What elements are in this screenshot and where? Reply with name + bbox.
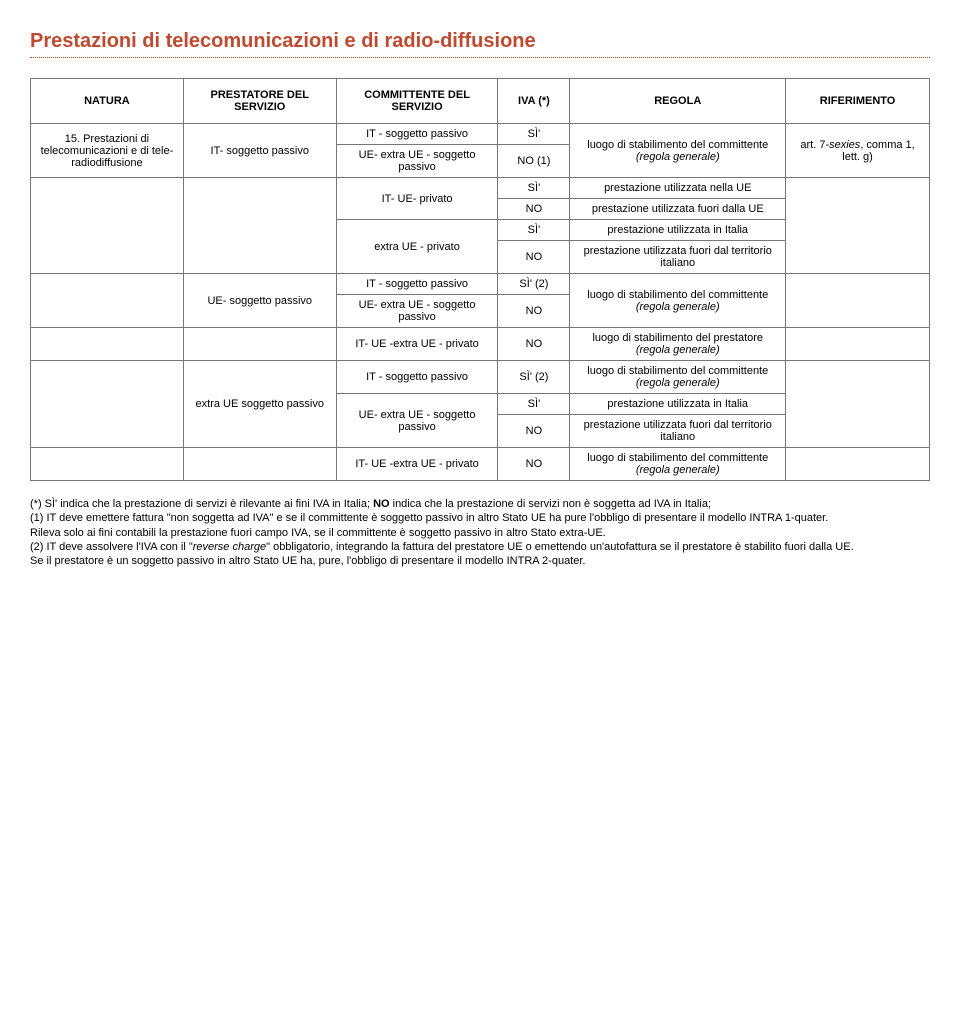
cell-prestatore: extra UE soggetto passivo [183,361,336,448]
cell-committente: IT- UE -extra UE - privato [336,328,498,361]
cell-riferimento [786,361,930,448]
cell-natura [31,361,184,448]
cell-iva: SÌ' [498,394,570,415]
cell-prestatore: UE- soggetto passivo [183,274,336,328]
cell-riferimento [786,328,930,361]
cell-iva: NO [498,199,570,220]
cell-iva: SÌ' (2) [498,361,570,394]
footnote-2b: Se il prestatore è un soggetto passivo i… [30,554,930,568]
cell-riferimento: art. 7-sexies, comma 1, lett. g) [786,124,930,178]
cell-regola: prestazione utilizzata fuori dal territo… [570,415,786,448]
cell-regola: luogo di stabilimento del committente (r… [570,124,786,178]
cell-regola: prestazione utilizzata fuori dalla UE [570,199,786,220]
th-prestatore: PRESTATORE DEL SERVIZIO [183,79,336,124]
cell-committente: extra UE - privato [336,220,498,274]
cell-iva: NO (1) [498,145,570,178]
table-row: extra UE soggetto passivo IT - soggetto … [31,361,930,394]
cell-committente: IT- UE -extra UE - privato [336,448,498,481]
cell-natura: 15. Prestazioni di telecomunicazioni e d… [31,124,184,178]
cell-iva: SÌ' (2) [498,274,570,295]
table-row: UE- soggetto passivo IT - soggetto passi… [31,274,930,295]
table-row: IT- UE- privato SÌ' prestazione utilizza… [31,178,930,199]
cell-iva: SÌ' [498,220,570,241]
cell-natura [31,328,184,361]
cell-iva: NO [498,328,570,361]
th-regola: REGOLA [570,79,786,124]
th-riferimento: RIFERIMENTO [786,79,930,124]
cell-committente: UE- extra UE - soggetto passivo [336,145,498,178]
cell-committente: UE- extra UE - soggetto passivo [336,394,498,448]
footnote-1b: Rileva solo ai fini contabili la prestaz… [30,526,930,540]
cell-iva: SÌ' [498,178,570,199]
cell-iva: SÌ' [498,124,570,145]
cell-regola: prestazione utilizzata in Italia [570,394,786,415]
cell-regola: luogo di stabilimento del committente (r… [570,274,786,328]
cell-prestatore: IT- soggetto passivo [183,124,336,178]
cell-regola: luogo di stabilimento del committente (r… [570,361,786,394]
cell-regola: prestazione utilizzata nella UE [570,178,786,199]
cell-iva: NO [498,415,570,448]
main-table: NATURA PRESTATORE DEL SERVIZIO COMMITTEN… [30,78,930,481]
cell-riferimento [786,448,930,481]
page-title: Prestazioni di telecomunicazioni e di ra… [30,30,930,53]
cell-committente: UE- extra UE - soggetto passivo [336,295,498,328]
th-natura: NATURA [31,79,184,124]
footnotes: (*) SÌ' indica che la prestazione di ser… [30,497,930,568]
cell-prestatore [183,178,336,274]
cell-committente: IT - soggetto passivo [336,361,498,394]
cell-riferimento [786,178,930,274]
table-row: IT- UE -extra UE - privato NO luogo di s… [31,328,930,361]
title-rule [30,57,930,58]
cell-iva: NO [498,448,570,481]
cell-natura [31,274,184,328]
cell-committente: IT - soggetto passivo [336,274,498,295]
cell-natura [31,448,184,481]
cell-regola: prestazione utilizzata fuori dal territo… [570,241,786,274]
cell-regola: prestazione utilizzata in Italia [570,220,786,241]
table-row: IT- UE -extra UE - privato NO luogo di s… [31,448,930,481]
cell-iva: NO [498,295,570,328]
footnote-2a: (2) IT deve assolvere l'IVA con il "reve… [30,540,930,554]
footnote-1a: (1) IT deve emettere fattura "non sogget… [30,511,930,525]
table-header-row: NATURA PRESTATORE DEL SERVIZIO COMMITTEN… [31,79,930,124]
cell-iva: NO [498,241,570,274]
footnote-star: (*) SÌ' indica che la prestazione di ser… [30,497,930,511]
th-iva: IVA (*) [498,79,570,124]
cell-committente: IT- UE- privato [336,178,498,220]
table-row: 15. Prestazioni di telecomunicazioni e d… [31,124,930,145]
cell-prestatore [183,328,336,361]
cell-prestatore [183,448,336,481]
th-committente: COMMITTENTE DEL SERVIZIO [336,79,498,124]
cell-riferimento [786,274,930,328]
cell-natura [31,178,184,274]
cell-regola: luogo di stabilimento del committente (r… [570,448,786,481]
cell-committente: IT - soggetto passivo [336,124,498,145]
cell-regola: luogo di stabilimento del prestatore (re… [570,328,786,361]
